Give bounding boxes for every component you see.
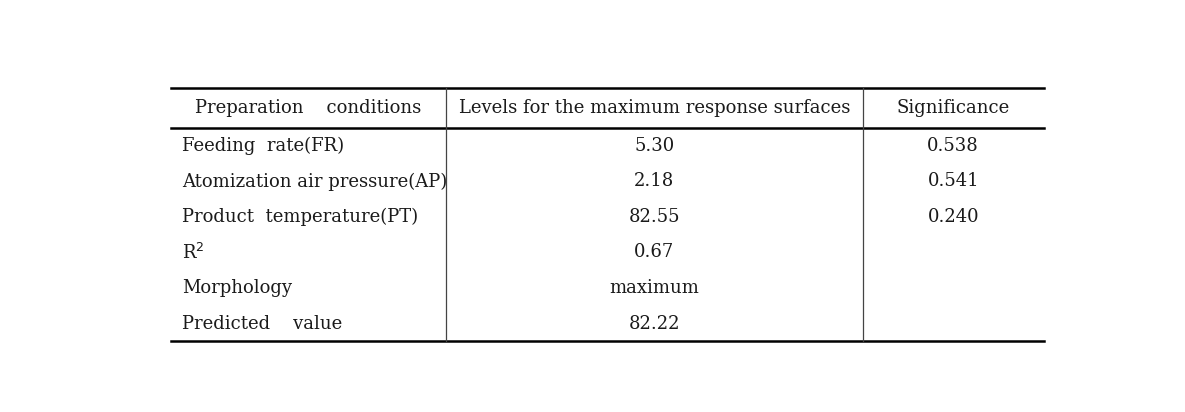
Text: Product  temperature(PT): Product temperature(PT) [182, 208, 418, 226]
Text: Predicted    value: Predicted value [182, 314, 342, 332]
Text: 0.538: 0.538 [928, 137, 979, 155]
Text: 2.18: 2.18 [634, 172, 674, 190]
Text: 0.67: 0.67 [634, 243, 674, 262]
Text: Morphology: Morphology [182, 279, 293, 297]
Text: Atomization air pressure(AP): Atomization air pressure(AP) [182, 172, 448, 190]
Text: Feeding  rate(FR): Feeding rate(FR) [182, 137, 344, 155]
Text: Preparation    conditions: Preparation conditions [196, 99, 422, 117]
Text: Significance: Significance [897, 99, 1010, 117]
Text: 5.30: 5.30 [634, 137, 674, 155]
Text: 0.541: 0.541 [928, 172, 979, 190]
Text: maximum: maximum [609, 279, 699, 297]
Text: 0.240: 0.240 [928, 208, 979, 226]
Text: R$^2$: R$^2$ [182, 242, 205, 262]
Text: 82.55: 82.55 [629, 208, 680, 226]
Text: 82.22: 82.22 [629, 314, 680, 332]
Text: Levels for the maximum response surfaces: Levels for the maximum response surfaces [459, 99, 850, 117]
